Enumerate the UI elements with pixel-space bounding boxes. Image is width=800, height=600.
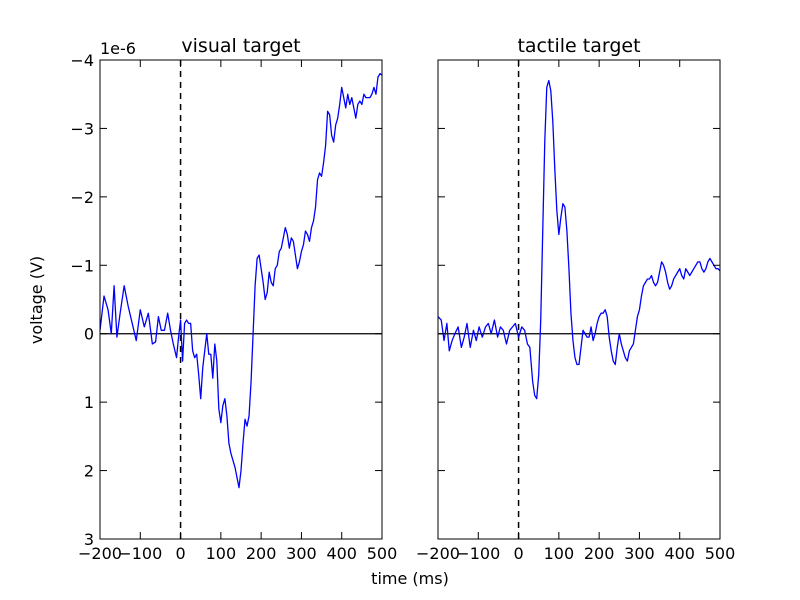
- y-tick-label: −2: [70, 188, 94, 207]
- panel-title: visual target: [181, 35, 300, 57]
- x-tick-label: 0: [175, 544, 185, 563]
- y-tick-label: 0: [84, 325, 94, 344]
- panel-title: tactile target: [517, 35, 640, 57]
- x-tick-label: 300: [286, 544, 317, 563]
- x-tick-label: −200: [78, 544, 122, 563]
- y-axis-label: voltage (V): [27, 256, 46, 344]
- plot-frame: [437, 59, 721, 540]
- erp-waveform-line: [99, 73, 383, 489]
- panel-visual-target: visual target −200−100 0 100 200 300 400 500 −4 −…: [70, 35, 397, 563]
- plot-frame: [99, 59, 383, 540]
- x-tick-label: 300: [624, 544, 655, 563]
- erp-waveform-line: [437, 79, 721, 400]
- y-tick-label: −3: [70, 119, 94, 138]
- y-tick-label: 1: [84, 393, 94, 412]
- y-tick-label: −1: [70, 256, 94, 275]
- x-tick-label: 400: [326, 544, 357, 563]
- x-tick-label: 400: [664, 544, 695, 563]
- x-tick-label: 200: [246, 544, 277, 563]
- x-tick-label: 500: [367, 544, 398, 563]
- x-tick-label: −100: [456, 544, 500, 563]
- x-tick-label: −200: [416, 544, 460, 563]
- x-tick-label: 100: [206, 544, 237, 563]
- y-offset-text: 1e-6: [100, 39, 136, 58]
- x-axis-label: time (ms): [371, 569, 449, 588]
- x-tick-label: 100: [544, 544, 575, 563]
- y-tick-label: −4: [70, 51, 94, 70]
- panel-tactile-target: tactile target −200−100 0 100 200 300 400 500: [416, 35, 735, 563]
- x-tick-label: 0: [513, 544, 523, 563]
- y-tick-label: 2: [84, 462, 94, 481]
- x-tick-label: 500: [705, 544, 736, 563]
- x-tick-label: −100: [118, 544, 162, 563]
- x-tick-label: 200: [584, 544, 615, 563]
- y-tick-label: 3: [84, 530, 94, 549]
